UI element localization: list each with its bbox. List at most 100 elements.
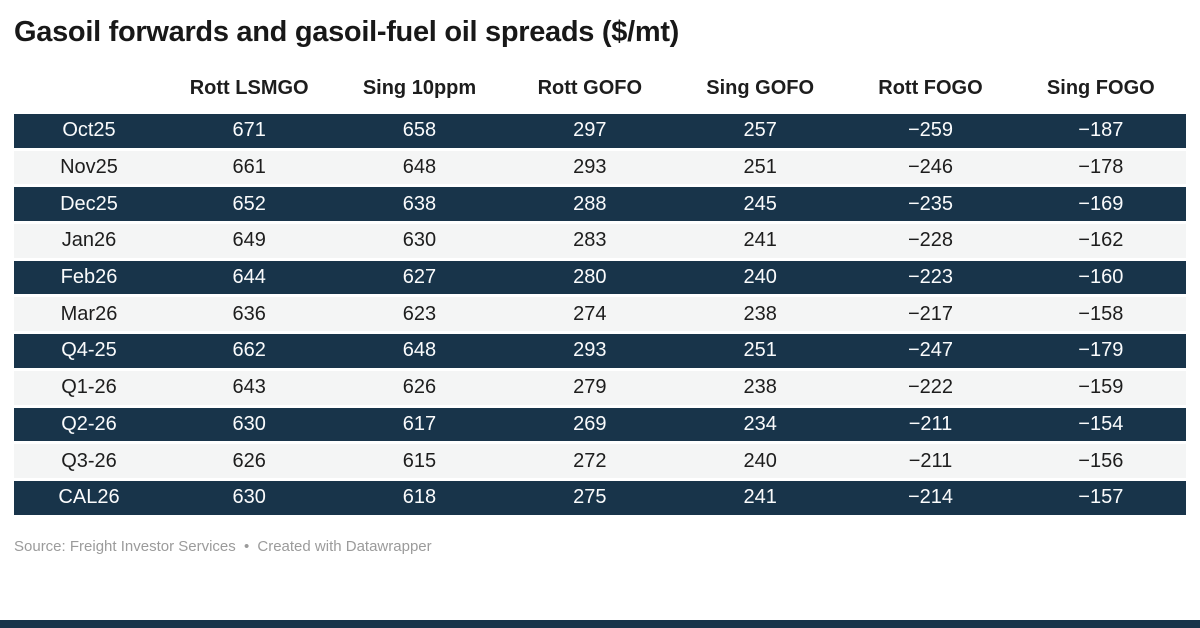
cell-value: 245 xyxy=(674,187,846,225)
bottom-accent-bar xyxy=(0,620,1200,628)
cell-value: 280 xyxy=(504,260,675,298)
cell-value: 238 xyxy=(674,297,846,335)
cell-value: 648 xyxy=(334,334,505,371)
cell-value: −211 xyxy=(845,407,1016,445)
row-label: Nov25 xyxy=(14,150,164,188)
cell-value: 627 xyxy=(334,260,505,298)
cell-value: 240 xyxy=(674,260,846,298)
cell-value: 658 xyxy=(334,114,505,151)
cell-value: 671 xyxy=(164,114,335,151)
cell-value: −154 xyxy=(1015,407,1186,445)
cell-value: 623 xyxy=(334,297,505,335)
cell-value: −235 xyxy=(845,187,1016,225)
row-label: Dec25 xyxy=(14,187,164,225)
row-label: Q4-25 xyxy=(14,334,164,371)
table-row: Nov25 661 648 293 251 −246 −178 xyxy=(14,150,1186,188)
cell-value: 644 xyxy=(164,260,335,298)
cell-value: 279 xyxy=(504,370,675,408)
table-row: Q1-26 643 626 279 238 −222 −159 xyxy=(14,370,1186,408)
cell-value: 662 xyxy=(164,334,335,371)
column-header: Sing 10ppm xyxy=(334,50,505,114)
cell-value: 626 xyxy=(164,444,335,481)
cell-value: 648 xyxy=(334,150,505,188)
cell-value: 272 xyxy=(504,444,675,481)
cell-value: 661 xyxy=(164,150,335,188)
page-title: Gasoil forwards and gasoil-fuel oil spre… xyxy=(14,16,680,48)
cell-value: −157 xyxy=(1015,480,1186,518)
row-label: Q1-26 xyxy=(14,370,164,408)
cell-value: −211 xyxy=(845,444,1016,481)
table-row: Q2-26 630 617 269 234 −211 −154 xyxy=(14,407,1186,445)
row-label: Oct25 xyxy=(14,114,164,151)
table-body: Oct25 671 658 297 257 −259 −187 Nov25 661 648 293 2… xyxy=(14,114,1186,518)
cell-value: 288 xyxy=(504,187,675,225)
cell-value: −178 xyxy=(1015,150,1186,188)
cell-value: −222 xyxy=(845,370,1016,408)
cell-value: 293 xyxy=(504,150,675,188)
cell-value: 618 xyxy=(334,480,505,518)
row-label: Feb26 xyxy=(14,260,164,298)
cell-value: −247 xyxy=(845,334,1016,371)
cell-value: −214 xyxy=(845,480,1016,518)
column-header: Sing GOFO xyxy=(674,50,846,114)
cell-value: −160 xyxy=(1015,260,1186,298)
row-label: Jan26 xyxy=(14,224,164,261)
table-row: Feb26 644 627 280 240 −223 −160 xyxy=(14,260,1186,298)
column-header: Rott LSMGO xyxy=(164,50,335,114)
datawrapper-credit: Created with Datawrapper xyxy=(257,537,432,555)
cell-value: −223 xyxy=(845,260,1016,298)
cell-value: 638 xyxy=(334,187,505,225)
footer-note: Source: Freight Investor Services • Crea… xyxy=(14,538,1186,556)
cell-value: 643 xyxy=(164,370,335,408)
forwards-table: Rott LSMGO Sing 10ppm Rott GOFO Sing GOFO Ro… xyxy=(14,50,1186,518)
cell-value: 251 xyxy=(674,334,846,371)
row-label: CAL26 xyxy=(14,480,164,518)
cell-value: −159 xyxy=(1015,370,1186,408)
table-row: Jan26 649 630 283 241 −228 −162 xyxy=(14,224,1186,261)
cell-value: 649 xyxy=(164,224,335,261)
cell-value: 630 xyxy=(164,480,335,518)
cell-value: 626 xyxy=(334,370,505,408)
table-row: CAL26 630 618 275 241 −214 −157 xyxy=(14,480,1186,518)
cell-value: 241 xyxy=(674,224,846,261)
cell-value: −259 xyxy=(845,114,1016,151)
cell-value: −156 xyxy=(1015,444,1186,481)
cell-value: 274 xyxy=(504,297,675,335)
table-header: Rott LSMGO Sing 10ppm Rott GOFO Sing GOFO Ro… xyxy=(14,50,1186,114)
cell-value: 652 xyxy=(164,187,335,225)
header-row: Rott LSMGO Sing 10ppm Rott GOFO Sing GOFO Ro… xyxy=(14,50,1186,114)
cell-value: −228 xyxy=(845,224,1016,261)
cell-value: 238 xyxy=(674,370,846,408)
cell-value: 275 xyxy=(504,480,675,518)
footer-separator: • xyxy=(243,537,250,555)
table-row: Dec25 652 638 288 245 −235 −169 xyxy=(14,187,1186,225)
cell-value: 630 xyxy=(334,224,505,261)
cell-value: −169 xyxy=(1015,187,1186,225)
cell-value: 615 xyxy=(334,444,505,481)
column-header: Rott GOFO xyxy=(504,50,675,114)
cell-value: 241 xyxy=(674,480,846,518)
cell-value: 251 xyxy=(674,150,846,188)
table-row: Q4-25 662 648 293 251 −247 −179 xyxy=(14,334,1186,371)
cell-value: 234 xyxy=(674,407,846,445)
cell-value: 630 xyxy=(164,407,335,445)
cell-value: −162 xyxy=(1015,224,1186,261)
column-header: Rott FOGO xyxy=(845,50,1016,114)
source-note: Source: Freight Investor Services xyxy=(14,537,236,555)
cell-value: 636 xyxy=(164,297,335,335)
table-row: Oct25 671 658 297 257 −259 −187 xyxy=(14,114,1186,151)
cell-value: 293 xyxy=(504,334,675,371)
cell-value: −179 xyxy=(1015,334,1186,371)
cell-value: −158 xyxy=(1015,297,1186,335)
cell-value: −217 xyxy=(845,297,1016,335)
cell-value: 257 xyxy=(674,114,846,151)
cell-value: 297 xyxy=(504,114,675,151)
cell-value: 283 xyxy=(504,224,675,261)
cell-value: −187 xyxy=(1015,114,1186,151)
cell-value: 617 xyxy=(334,407,505,445)
row-label: Q2-26 xyxy=(14,407,164,445)
column-header: Sing FOGO xyxy=(1015,50,1186,114)
forwards-table-container: Rott LSMGO Sing 10ppm Rott GOFO Sing GOFO Ro… xyxy=(14,50,1186,518)
cell-value: 240 xyxy=(674,444,846,481)
table-row: Mar26 636 623 274 238 −217 −158 xyxy=(14,297,1186,335)
